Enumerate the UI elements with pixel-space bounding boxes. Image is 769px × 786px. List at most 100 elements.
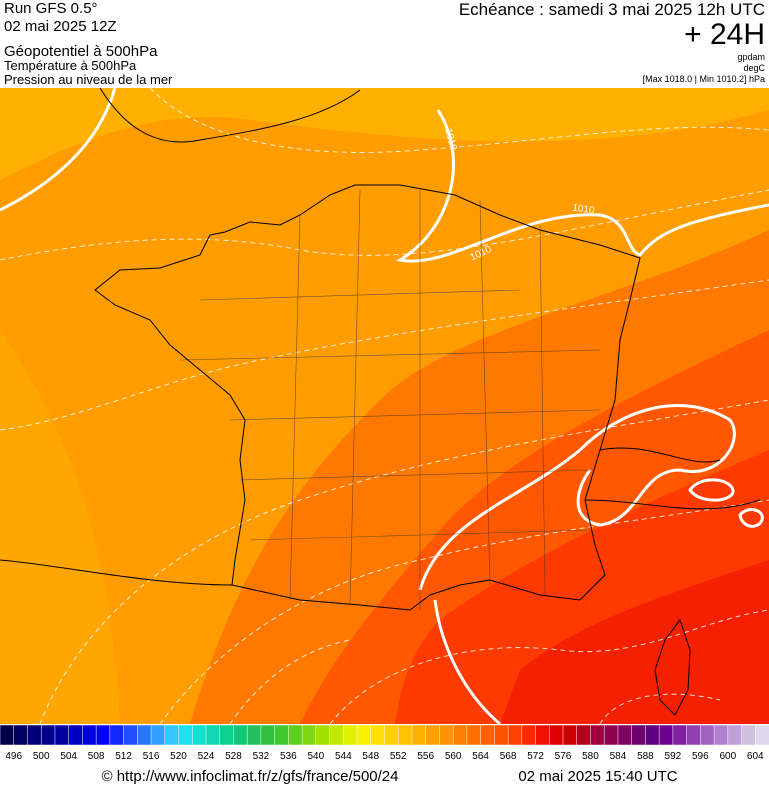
timestamp: 02 mai 2025 15:40 UTC: [518, 768, 677, 785]
color-swatch: [68, 724, 84, 746]
color-swatch: [521, 724, 537, 746]
colorbar-label: 564: [472, 751, 489, 762]
color-swatch: [137, 724, 152, 746]
colorbar-label: 604: [747, 751, 764, 762]
color-swatch: [246, 724, 262, 746]
color-swatch: [95, 724, 111, 746]
colorbar-label: 496: [5, 751, 22, 762]
layer: Géopotentiel à 500hPa: [4, 43, 158, 60]
lead-time: + 24H: [684, 18, 765, 51]
color-swatch: [631, 724, 647, 746]
run-date: 02 mai 2025 12Z: [4, 18, 117, 35]
color-swatch: [370, 724, 386, 746]
unit: [Max 1018.0 | Min 1010.2] hPa: [643, 74, 765, 84]
color-swatch: [494, 724, 509, 746]
colorbar-label: 540: [307, 751, 324, 762]
color-swatch: [150, 724, 166, 746]
color-swatch: [164, 724, 180, 746]
color-swatch: [233, 724, 248, 746]
colorbar-label: 536: [280, 751, 297, 762]
color-swatch: [205, 724, 221, 746]
field: [0, 330, 120, 724]
isobar-label: 1010: [572, 203, 596, 217]
color-swatch: [301, 724, 317, 746]
color-swatch: [700, 724, 715, 746]
colorbar-label: 556: [417, 751, 434, 762]
color-swatch: [123, 724, 139, 746]
color-swatch: [397, 724, 413, 746]
color-swatch: [425, 724, 441, 746]
departments: [179, 189, 601, 610]
colorbar: 496 500 504 508 512 516 520 524 528 532 536 540 544 5…: [0, 724, 769, 762]
color-swatch: [576, 724, 592, 746]
coastlines: [0, 88, 761, 716]
color-swatch: [192, 724, 207, 746]
color-swatch: [27, 724, 42, 746]
colorbar-label: 596: [692, 751, 709, 762]
colorbar-label: 520: [170, 751, 187, 762]
color-swatch: [562, 724, 578, 746]
colorbar-label: 576: [555, 751, 572, 762]
color-swatch: [727, 724, 743, 746]
color-swatch: [384, 724, 399, 746]
colorbar-label: 500: [33, 751, 50, 762]
color-swatch: [411, 724, 427, 746]
color-swatch: [439, 724, 454, 746]
layer: Température à 500hPa: [4, 58, 137, 73]
color-swatch: [590, 724, 605, 746]
color-swatch: [658, 724, 674, 746]
color-swatch: [480, 724, 496, 746]
colorbar-label: 580: [582, 751, 599, 762]
color-swatch: [741, 724, 757, 746]
color-swatch: [713, 724, 729, 746]
color-swatch: [535, 724, 551, 746]
colorbar-label: 568: [500, 751, 517, 762]
color-swatch: [603, 724, 619, 746]
color-swatch: [549, 724, 564, 746]
source-url: © http://www.infoclimat.fr/z/gfs/france/…: [101, 768, 398, 785]
color-swatch: [507, 724, 523, 746]
isotherms: [0, 88, 769, 724]
colorbar-label: 552: [390, 751, 407, 762]
layer: Pression au niveau de la mer: [4, 72, 173, 87]
colorbar-label: 524: [198, 751, 215, 762]
color-swatch: [343, 724, 358, 746]
colorbar-label: 548: [362, 751, 379, 762]
unit: gpdam: [737, 52, 765, 62]
color-swatch: [40, 724, 56, 746]
colorbar-label: 516: [143, 751, 160, 762]
color-swatch: [54, 724, 70, 746]
colorbar-label: 600: [719, 751, 736, 762]
colorbar-label: 544: [335, 751, 352, 762]
color-swatch: [260, 724, 276, 746]
color-swatch: [219, 724, 235, 746]
color-swatch: [288, 724, 303, 746]
field: [500, 560, 769, 724]
colorbar-label: 588: [637, 751, 654, 762]
run: Run GFS 0.5°: [4, 0, 98, 17]
colorbar-label: 532: [253, 751, 270, 762]
unit: degC: [743, 63, 765, 73]
colorbar-label: 584: [610, 751, 627, 762]
color-swatch: [466, 724, 482, 746]
colorbar-label: 512: [115, 751, 132, 762]
color-swatch: [315, 724, 331, 746]
colorbar-label: 508: [88, 751, 105, 762]
color-swatch: [329, 724, 345, 746]
color-swatch: [617, 724, 633, 746]
color-swatch: [686, 724, 702, 746]
colorbar-label: 592: [665, 751, 682, 762]
color-swatch: [82, 724, 97, 746]
color-swatch: [274, 724, 290, 746]
echeance: Echéance : samedi 3 mai 2025 12h UTC: [459, 0, 765, 19]
isobars: [0, 88, 769, 724]
color-swatch: [672, 724, 688, 746]
colorbar-label: 572: [527, 751, 544, 762]
color-swatch: [13, 724, 29, 746]
color-swatch: [0, 724, 15, 746]
color-swatch: [109, 724, 125, 746]
color-swatch: [356, 724, 372, 746]
